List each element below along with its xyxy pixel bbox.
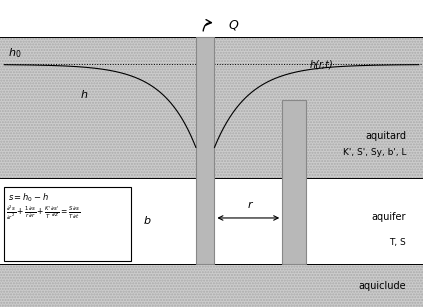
Text: aquiclude: aquiclude [358,281,406,290]
Bar [0,264,423,307]
Text: K', S', Sy, b', L: K', S', Sy, b', L [343,148,406,157]
Text: T, S: T, S [389,238,406,247]
Text: h(r,t): h(r,t) [310,60,334,69]
Text: $h_0$: $h_0$ [8,47,22,60]
Text: aquitard: aquitard [365,131,406,141]
Bar [196,37,214,264]
Text: h: h [80,90,88,100]
Bar [282,100,306,264]
Text: aquifer: aquifer [371,212,406,222]
Text: r: r [247,200,252,210]
Bar [0,178,423,264]
Text: b: b [144,216,151,226]
Bar [0,37,423,178]
Text: $\frac{\partial^2 s}{\partial r^2}+\frac{1}{r}\frac{\partial s}{\partial r}+\fra: $\frac{\partial^2 s}{\partial r^2}+\frac… [6,204,80,222]
Text: $s = h_0 - h$: $s = h_0 - h$ [8,192,49,204]
Bar [4,187,131,261]
Text: Q: Q [228,18,238,31]
